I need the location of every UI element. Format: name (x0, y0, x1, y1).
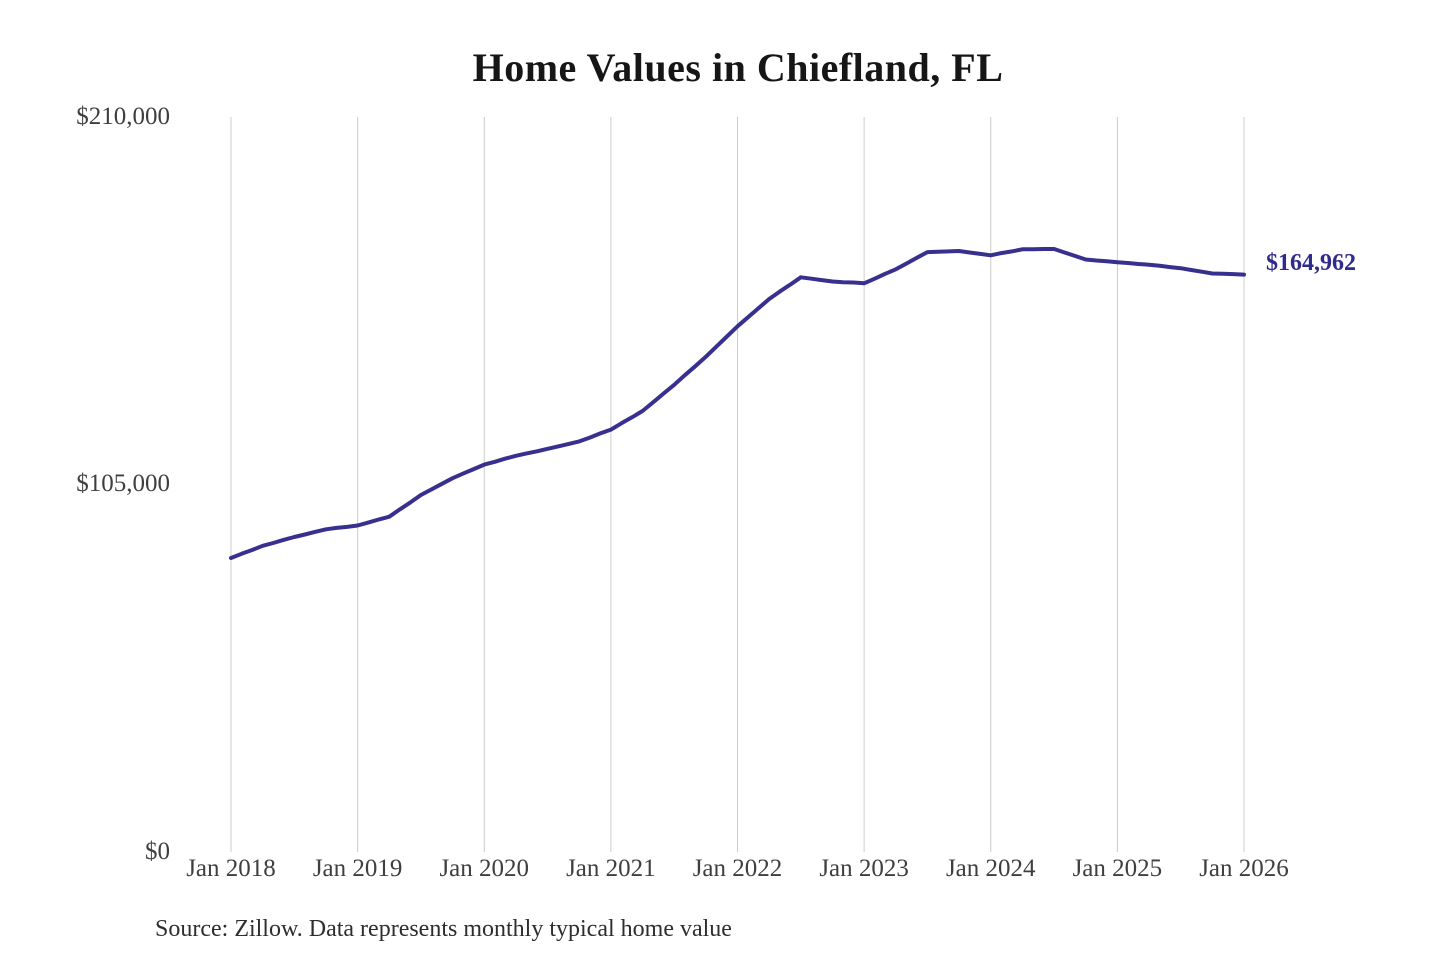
y-axis-label-210000: $210,000 (76, 103, 170, 130)
source-note: Source: Zillow. Data represents monthly … (155, 916, 732, 942)
chart-title: Home Values in Chiefland, FL (472, 45, 1004, 90)
x-axis-label-jan-2026: Jan 2026 (1199, 855, 1289, 882)
x-axis-label-jan-2023: Jan 2023 (819, 855, 909, 882)
y-axis-label-0: $0 (145, 838, 170, 865)
x-axis-label-jan-2022: Jan 2022 (692, 855, 783, 882)
x-axis-label-jan-2024: Jan 2024 (945, 855, 1036, 882)
x-axis-label-jan-2018: Jan 2018 (186, 855, 276, 882)
x-axis-label-jan-2021: Jan 2021 (566, 855, 656, 882)
home-value-line (229, 247, 1246, 560)
x-axis-label-jan-2025: Jan 2025 (1072, 855, 1163, 882)
y-axis-label-105000: $105,000 (76, 470, 170, 497)
x-axis-label-jan-2020: Jan 2020 (439, 855, 530, 882)
current-value-label: $164,962 (1266, 250, 1356, 276)
x-axis-label-jan-2019: Jan 2019 (312, 855, 403, 882)
